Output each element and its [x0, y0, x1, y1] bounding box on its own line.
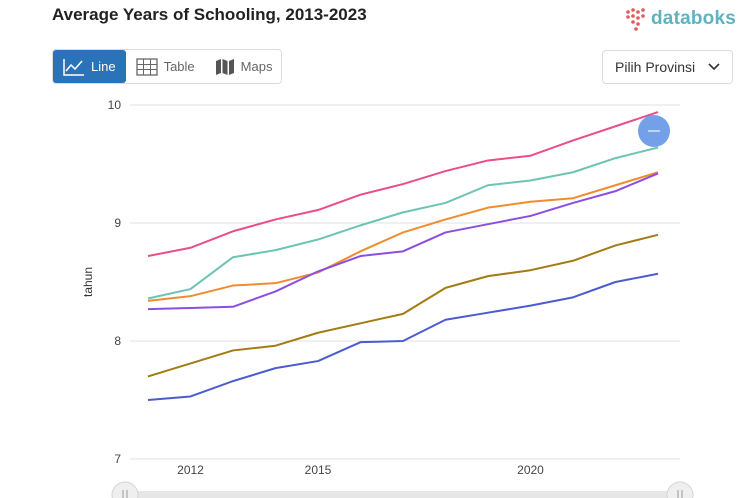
chevron-down-icon [708, 63, 720, 71]
x-tick-label: 2012 [177, 463, 204, 477]
brand-name: databoks [651, 8, 737, 29]
series-line-1[interactable] [147, 111, 659, 258]
tab-table-label: Table [163, 59, 195, 74]
tab-line-label: Line [91, 59, 116, 74]
databoks-logo[interactable]: databoks [625, 7, 736, 31]
y-tick-label: 10 [108, 98, 122, 112]
page-title: Average Years of Schooling, 2013-2023 [52, 5, 367, 24]
series-line-4[interactable] [147, 172, 659, 311]
logo-dots-icon [626, 8, 645, 31]
province-select[interactable]: Pilih Provinsi [602, 50, 733, 84]
y-tick-label: 7 [114, 452, 121, 466]
series-line-5[interactable] [147, 233, 659, 378]
range-slider-track[interactable] [125, 491, 680, 498]
view-tabs: Line Table Maps [52, 49, 282, 84]
tab-maps[interactable]: Maps [205, 50, 283, 83]
map-icon [215, 58, 234, 75]
line-chart-icon [63, 58, 84, 76]
series-line-3[interactable] [147, 171, 659, 302]
x-tick-label: 2020 [517, 463, 544, 477]
range-slider-start-handle[interactable] [111, 481, 139, 498]
table-icon [135, 57, 158, 76]
tab-line[interactable]: Line [53, 50, 126, 83]
y-tick-label: 8 [114, 334, 121, 348]
series-line-2[interactable] [147, 146, 659, 300]
y-axis-label: tahun [81, 267, 95, 297]
tab-maps-label: Maps [240, 59, 273, 74]
range-slider-end-handle[interactable] [666, 481, 694, 498]
tab-table[interactable]: Table [126, 50, 205, 83]
series-line-6[interactable] [147, 272, 659, 401]
province-select-label: Pilih Provinsi [615, 59, 696, 75]
x-tick-label: 2015 [305, 463, 332, 477]
y-tick-label: 9 [114, 216, 121, 230]
